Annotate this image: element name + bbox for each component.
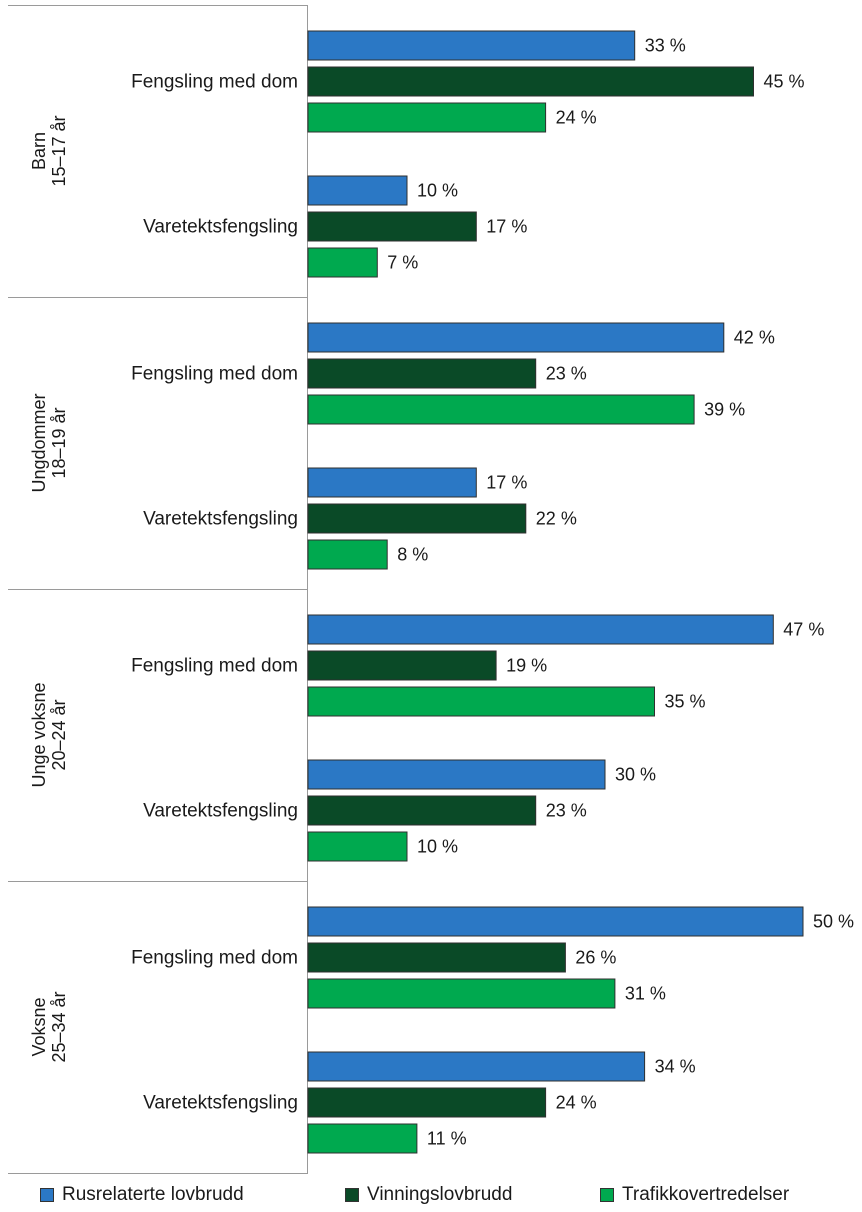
legend-item-trafikk: Trafikkovertredelser	[600, 1184, 789, 1206]
data-label: 26 %	[575, 948, 616, 968]
data-label: 30 %	[615, 765, 656, 785]
bar	[307, 211, 477, 242]
category-label: Varetektsfengsling	[143, 1093, 298, 1114]
bar	[307, 795, 537, 826]
group-label: Barn15–17 år	[29, 115, 69, 186]
legend-item-rusrelaterte: Rusrelaterte lovbrudd	[40, 1184, 244, 1206]
bar	[307, 30, 636, 61]
category-label: Varetektsfengsling	[143, 801, 298, 822]
group-label: Ungdommer18–19 år	[29, 393, 69, 492]
data-label: 7 %	[387, 253, 418, 273]
bar	[307, 175, 408, 206]
data-label: 11 %	[427, 1129, 467, 1149]
legend-swatch-trafikk	[600, 1188, 614, 1202]
bar	[307, 539, 388, 570]
group-label: Voksne25–34 år	[29, 991, 69, 1062]
data-label: 31 %	[625, 984, 666, 1004]
legend-label-trafikk: Trafikkovertredelser	[622, 1184, 790, 1205]
bar	[307, 394, 695, 425]
data-label: 10 %	[417, 837, 458, 857]
category-label: Fengsling med dom	[131, 364, 298, 385]
bar	[307, 66, 754, 97]
bar	[307, 102, 547, 133]
bar	[307, 650, 497, 681]
bar	[307, 759, 606, 790]
data-label: 23 %	[546, 801, 587, 821]
legend-label-vinning: Vinningslovbrudd	[367, 1184, 513, 1205]
bar	[307, 247, 378, 278]
data-label: 10 %	[417, 181, 458, 201]
legend-swatch-rusrelaterte	[40, 1188, 54, 1202]
legend-label-rusrelaterte: Rusrelaterte lovbrudd	[62, 1184, 244, 1205]
data-label: 17 %	[486, 473, 527, 493]
bar	[307, 503, 527, 534]
bar	[307, 322, 725, 353]
data-label: 35 %	[665, 692, 706, 712]
category-label: Varetektsfengsling	[143, 217, 298, 238]
data-label: 17 %	[486, 217, 527, 237]
data-label: 47 %	[783, 620, 824, 640]
bar	[307, 1123, 418, 1154]
data-label: 19 %	[506, 656, 547, 676]
category-label: Fengsling med dom	[131, 656, 298, 677]
legend-swatch-vinning	[345, 1188, 359, 1202]
bar	[307, 978, 616, 1009]
group-label: Unge voksne20–24 år	[29, 682, 69, 787]
data-label: 22 %	[536, 509, 577, 529]
bar	[307, 906, 804, 937]
legend: Rusrelaterte lovbrudd Vinningslovbrudd T…	[0, 1184, 862, 1210]
data-label: 39 %	[704, 400, 745, 420]
bar	[307, 614, 774, 645]
data-label: 33 %	[645, 36, 686, 56]
category-label: Fengsling med dom	[131, 72, 298, 93]
bar	[307, 686, 655, 717]
bar	[307, 831, 408, 862]
data-label: 34 %	[655, 1057, 696, 1077]
bar	[307, 1051, 646, 1082]
data-label: 24 %	[556, 108, 597, 128]
bar	[307, 467, 477, 498]
data-label: 23 %	[546, 364, 587, 384]
data-label: 24 %	[556, 1093, 597, 1113]
category-label: Varetektsfengsling	[143, 509, 298, 530]
data-label: 42 %	[734, 328, 775, 348]
data-label: 45 %	[764, 72, 805, 92]
bar	[307, 358, 537, 389]
data-label: 8 %	[397, 545, 428, 565]
data-label: 50 %	[813, 912, 854, 932]
category-label: Fengsling med dom	[131, 948, 298, 969]
legend-item-vinning: Vinningslovbrudd	[345, 1184, 512, 1206]
bar	[307, 942, 566, 973]
bar-chart: Barn15–17 år Fengsling med dom 33 % 45 % 24 …	[8, 5, 854, 1174]
bar	[307, 1087, 547, 1118]
